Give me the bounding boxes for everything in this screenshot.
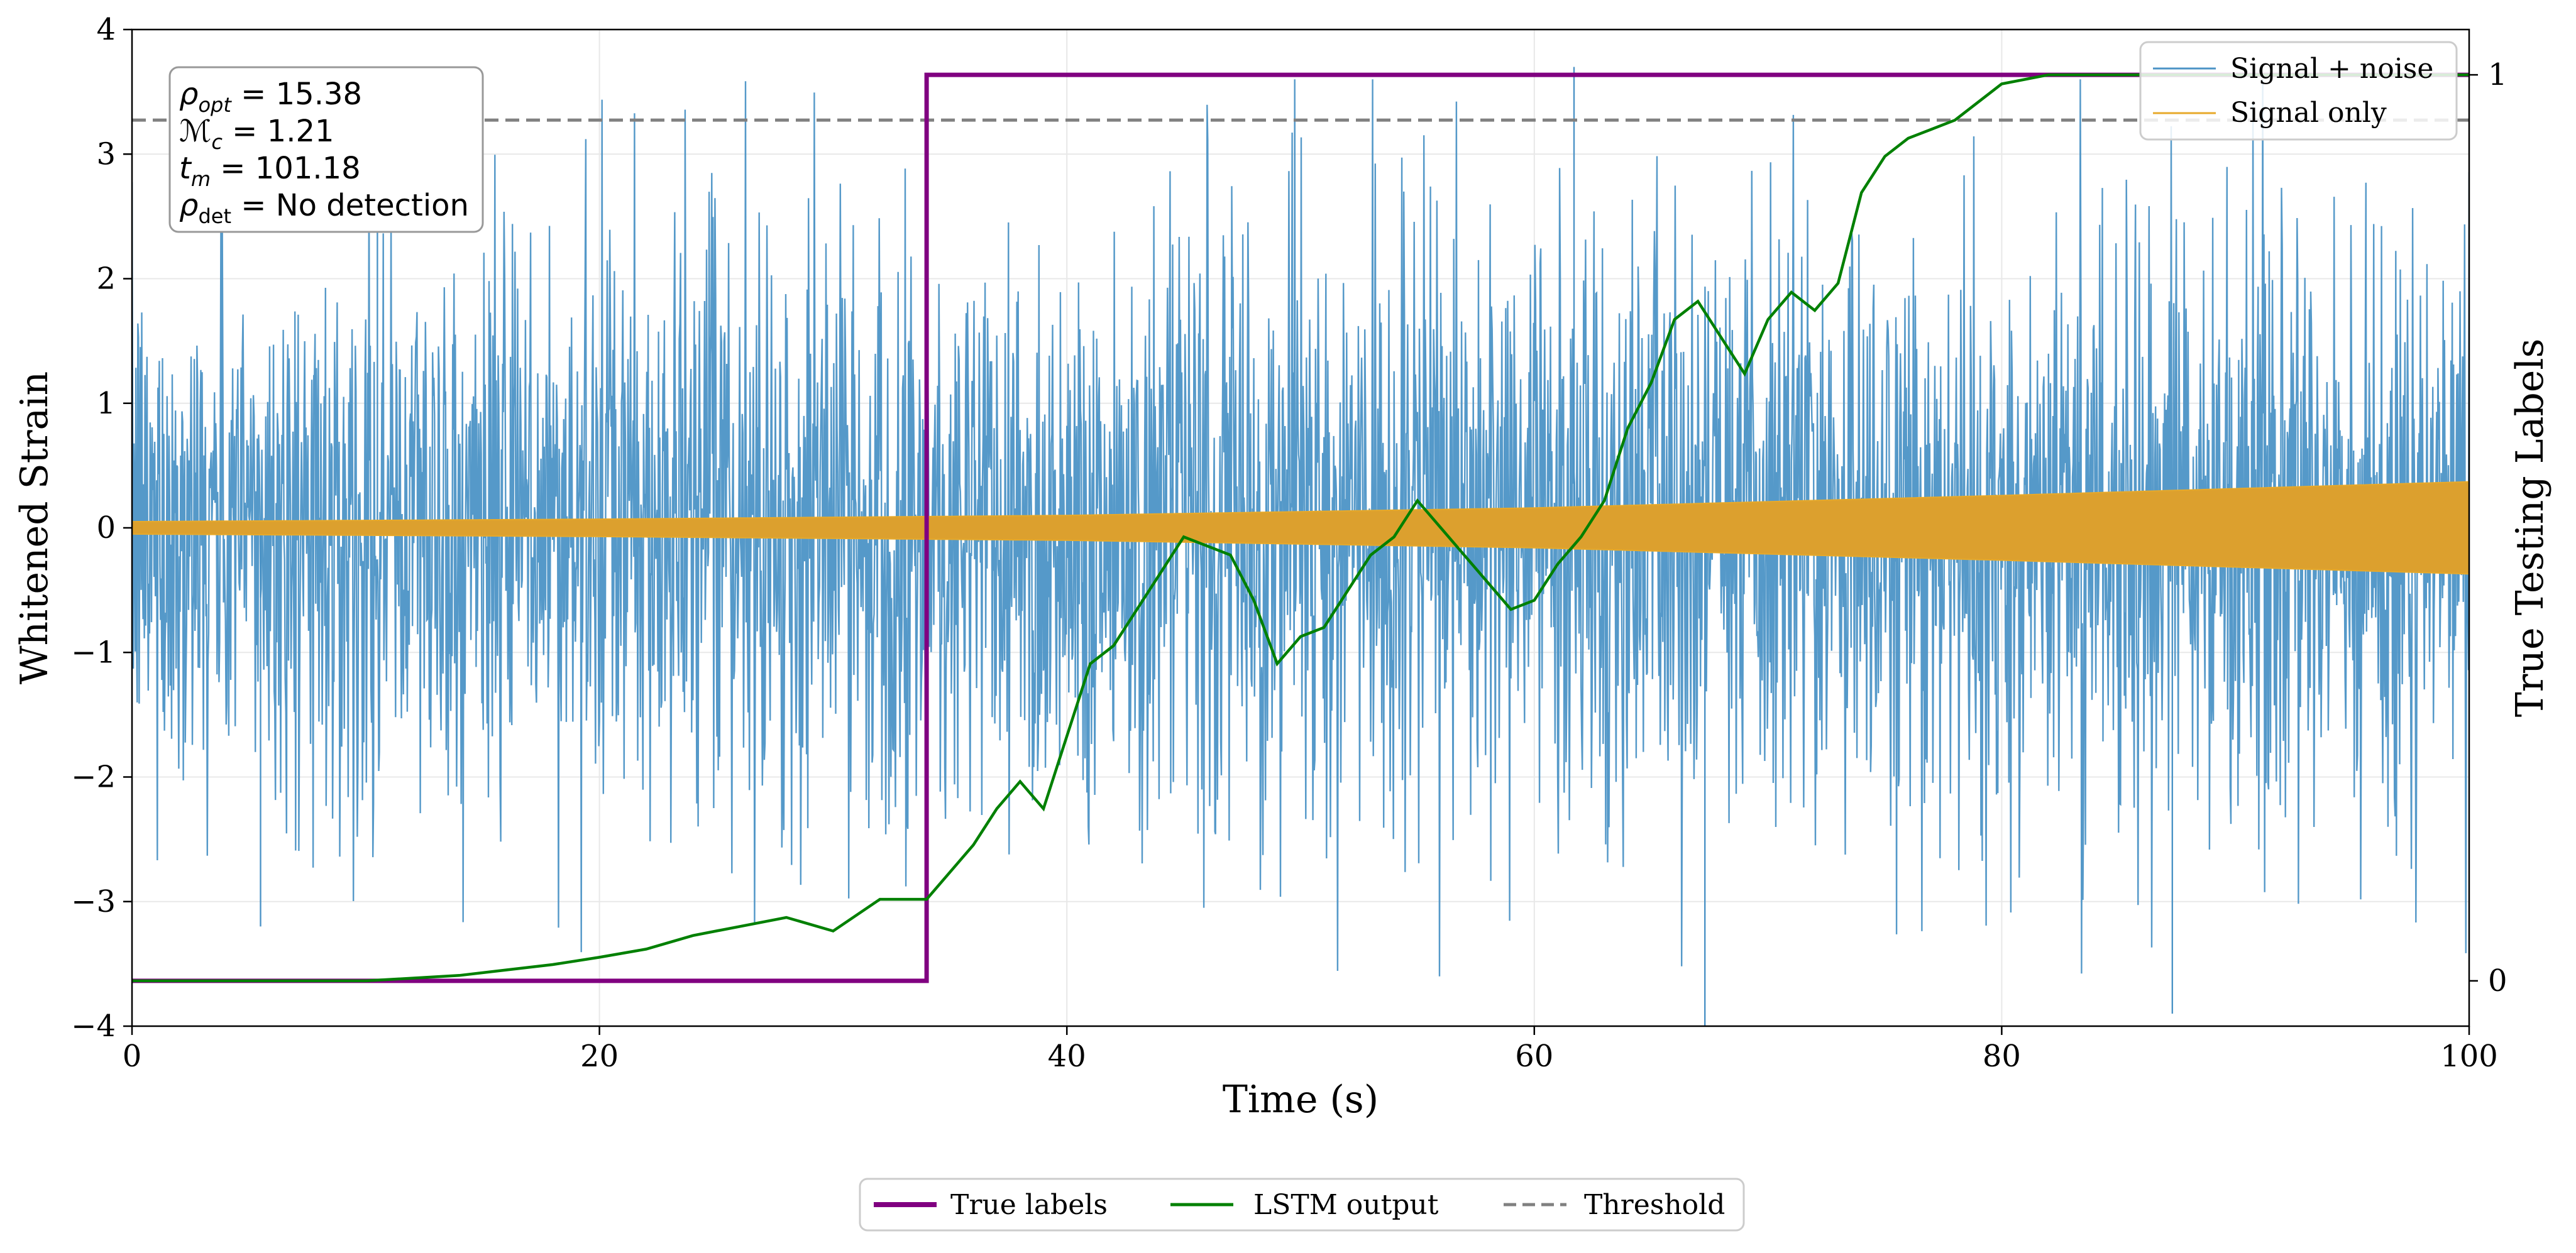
annotation-chirp-mass: ℳc = 1.21 — [179, 114, 334, 154]
x-tick-label: 100 — [2440, 1039, 2498, 1074]
x-tick-label: 40 — [1048, 1039, 1086, 1074]
y-left-axis-label: Whitened Strain — [13, 371, 57, 684]
x-tick-label: 80 — [1983, 1039, 2021, 1074]
upper-legend: Signal + noise Signal only — [2139, 41, 2458, 141]
y-right-axis-ticks: 01 — [2469, 57, 2507, 999]
annotation-rho-opt: ρopt = 15.38 — [179, 77, 362, 117]
y-right-tick-label: 1 — [2488, 57, 2507, 92]
y-left-tick-label: 2 — [96, 261, 116, 297]
y-right-tick-label: 0 — [2488, 963, 2507, 999]
legend-label-signal-only: Signal only — [2230, 97, 2387, 129]
legend-label-lstm-output: LSTM output — [1253, 1189, 1439, 1221]
y-left-tick-label: −3 — [71, 884, 116, 919]
y-left-tick-label: 4 — [96, 12, 116, 47]
y-left-tick-label: 3 — [96, 136, 116, 172]
lstm-output-series — [132, 73, 2469, 983]
x-tick-label: 60 — [1515, 1039, 1553, 1074]
annotation-frame — [168, 66, 484, 233]
y-left-tick-label: 0 — [96, 510, 116, 545]
upper-legend-frame — [2139, 41, 2458, 141]
x-tick-label: 20 — [580, 1039, 619, 1074]
lower-legend-frame — [859, 1178, 1745, 1232]
legend-label-true-labels: True labels — [950, 1189, 1108, 1221]
x-axis-label: Time (s) — [1223, 1078, 1379, 1122]
x-axis-ticks: 0 20 40 60 80 100 — [123, 1026, 2498, 1074]
signal-only-band — [132, 481, 2469, 575]
true-labels-series — [132, 72, 2469, 983]
signal-only-series — [132, 481, 2469, 575]
y-left-axis-ticks: −4 −3 −2 −1 0 1 2 3 4 — [71, 12, 132, 1044]
legend-label-signal-plus-noise: Signal + noise — [2230, 53, 2433, 85]
annotation-merger-time: tm = 101.18 — [179, 151, 361, 191]
true-labels-line — [132, 72, 2469, 983]
lower-legend: True labels LSTM output Threshold — [859, 1178, 1745, 1232]
annotation-box: ρopt = 15.38 ℳc = 1.21 tm = 101.18 ρdet … — [168, 66, 484, 233]
y-left-tick-label: −4 — [71, 1009, 116, 1044]
y-left-tick-label: 1 — [96, 386, 116, 421]
legend-label-threshold: Threshold — [1584, 1189, 1725, 1221]
x-tick-label: 0 — [123, 1039, 142, 1074]
lstm-output-line — [132, 73, 2469, 983]
y-right-axis-label: True Testing Labels — [2508, 339, 2552, 718]
y-left-tick-label: −2 — [71, 760, 116, 795]
y-left-tick-label: −1 — [71, 635, 116, 670]
annotation-rho-det: ρdet = No detection — [179, 188, 469, 228]
